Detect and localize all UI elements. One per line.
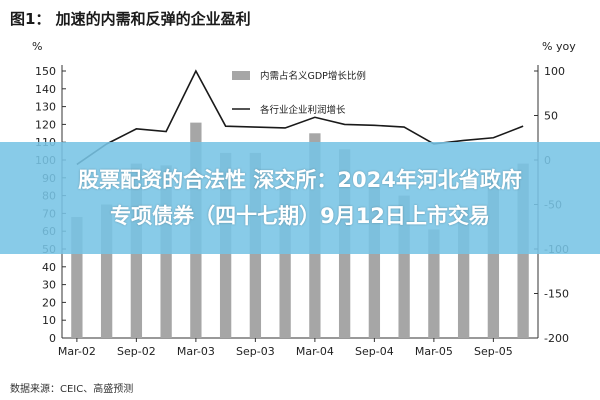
left-axis-unit: % (32, 40, 42, 53)
x-tick-label: Sep-03 (236, 345, 275, 358)
left-tick-label: 0 (49, 332, 56, 345)
left-tick-label: 20 (42, 296, 56, 309)
x-tick-label: Mar-05 (415, 345, 453, 358)
bar (398, 195, 410, 338)
data-source: 数据来源：CEIC、高盛预测 (10, 384, 134, 395)
left-tick-label: 150 (35, 65, 56, 78)
x-tick-label: Mar-02 (58, 345, 96, 358)
right-tick-label: 100 (544, 65, 565, 78)
right-tick-label: -200 (544, 332, 569, 345)
bar (279, 174, 291, 338)
bar (457, 208, 470, 338)
figure-title: 图1： 加速的内需和反弹的企业盈利 (10, 10, 251, 28)
headline-banner[interactable]: 股票配资的合法性 深交所：2024年河北省政府 专项债券（四十七期）9月12日上… (0, 142, 600, 254)
legend-bar-swatch (232, 71, 250, 80)
right-tick-label: 50 (544, 110, 558, 123)
headline-line-2[interactable]: 专项债券（四十七期）9月12日上市交易 (110, 204, 490, 228)
x-tick-label: Mar-04 (296, 345, 334, 358)
legend-bar-label: 内需占名义GDP增长比例 (260, 70, 366, 82)
bar (487, 179, 500, 338)
bar (428, 229, 440, 338)
left-tick-label: 140 (35, 83, 56, 96)
bar (368, 184, 381, 338)
headline-line-1[interactable]: 股票配资的合法性 深交所：2024年河北省政府 (78, 168, 522, 192)
x-tick-label: Mar-03 (177, 345, 215, 358)
x-tick-label: Sep-05 (474, 345, 513, 358)
bar (71, 216, 83, 338)
x-tick-label: Sep-04 (355, 345, 394, 358)
left-tick-label: 30 (42, 279, 56, 292)
left-tick-label: 40 (42, 261, 56, 274)
legend-line-label: 各行业企业利润增长 (260, 104, 346, 116)
right-tick-label: -150 (544, 288, 569, 301)
right-axis-unit: % yoy (542, 40, 576, 53)
x-tick-label: Sep-02 (117, 345, 156, 358)
left-tick-label: 10 (42, 314, 56, 327)
bar (100, 204, 113, 338)
left-tick-label: 130 (35, 101, 56, 114)
left-tick-label: 120 (35, 118, 56, 131)
